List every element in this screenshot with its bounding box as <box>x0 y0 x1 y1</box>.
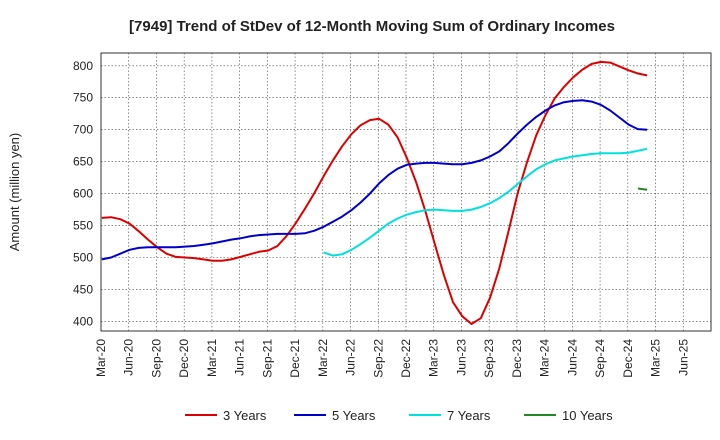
legend-label: 7 Years <box>447 408 491 423</box>
y-tick-label: 750 <box>73 91 93 105</box>
x-tick-label: Mar-22 <box>316 339 330 377</box>
y-tick-label: 500 <box>73 251 93 265</box>
x-tick-label: Sep-23 <box>482 339 496 378</box>
x-tick-label: Mar-24 <box>538 339 552 377</box>
x-tick-label: Jun-22 <box>344 339 358 376</box>
series-line-10-years <box>637 187 648 191</box>
y-tick-label: 450 <box>73 282 93 296</box>
x-tick-label: Sep-22 <box>371 339 385 378</box>
x-tick-label: Dec-22 <box>399 339 413 378</box>
x-tick-label: Jun-24 <box>565 339 579 376</box>
y-tick-label: 700 <box>73 123 93 137</box>
x-tick-label: Mar-23 <box>427 339 441 377</box>
x-tick-labels: Mar-20 Jun-20 Sep-20 Dec-20 Mar-21 Jun-21 Sep-… <box>94 339 690 378</box>
y-axis-label: Amount (million yen) <box>7 133 22 252</box>
series-line-3-years <box>101 60 648 325</box>
y-tick-label: 800 <box>73 59 93 73</box>
y-tick-label: 650 <box>73 155 93 169</box>
x-tick-label: Sep-21 <box>260 339 274 378</box>
y-tick-label: 400 <box>73 314 93 328</box>
y-tick-label: 550 <box>73 219 93 233</box>
x-tick-label: Jun-20 <box>122 339 136 376</box>
x-tick-label: Sep-20 <box>149 339 163 378</box>
x-tick-label: Jun-21 <box>233 339 247 376</box>
series-line-7-years <box>323 147 648 257</box>
y-tick-labels: 400 450 500 550 600 650 700 750 800 <box>73 59 93 329</box>
y-tick-label: 600 <box>73 187 93 201</box>
legend: 3 Years 5 Years 7 Years 10 Years <box>185 408 613 423</box>
x-tick-label: Dec-23 <box>510 339 524 378</box>
x-tick-label: Mar-25 <box>649 339 663 377</box>
x-tick-label: Mar-20 <box>94 339 108 377</box>
x-tick-label: Dec-20 <box>177 339 191 378</box>
x-tick-label: Jun-23 <box>454 339 468 376</box>
plot-area-frame <box>100 52 712 332</box>
series-layer <box>101 60 648 325</box>
legend-label: 10 Years <box>562 408 613 423</box>
x-tick-label: Dec-24 <box>621 339 635 378</box>
x-tick-label: Mar-21 <box>205 339 219 377</box>
grid <box>101 53 711 331</box>
x-tick-label: Sep-24 <box>593 339 607 378</box>
x-tick-label: Dec-21 <box>288 339 302 378</box>
series-line-5-years <box>101 99 648 261</box>
legend-label: 3 Years <box>223 408 267 423</box>
legend-label: 5 Years <box>332 408 376 423</box>
x-tick-label: Jun-25 <box>676 339 690 376</box>
chart-title: [7949] Trend of StDev of 12-Month Moving… <box>129 18 615 35</box>
